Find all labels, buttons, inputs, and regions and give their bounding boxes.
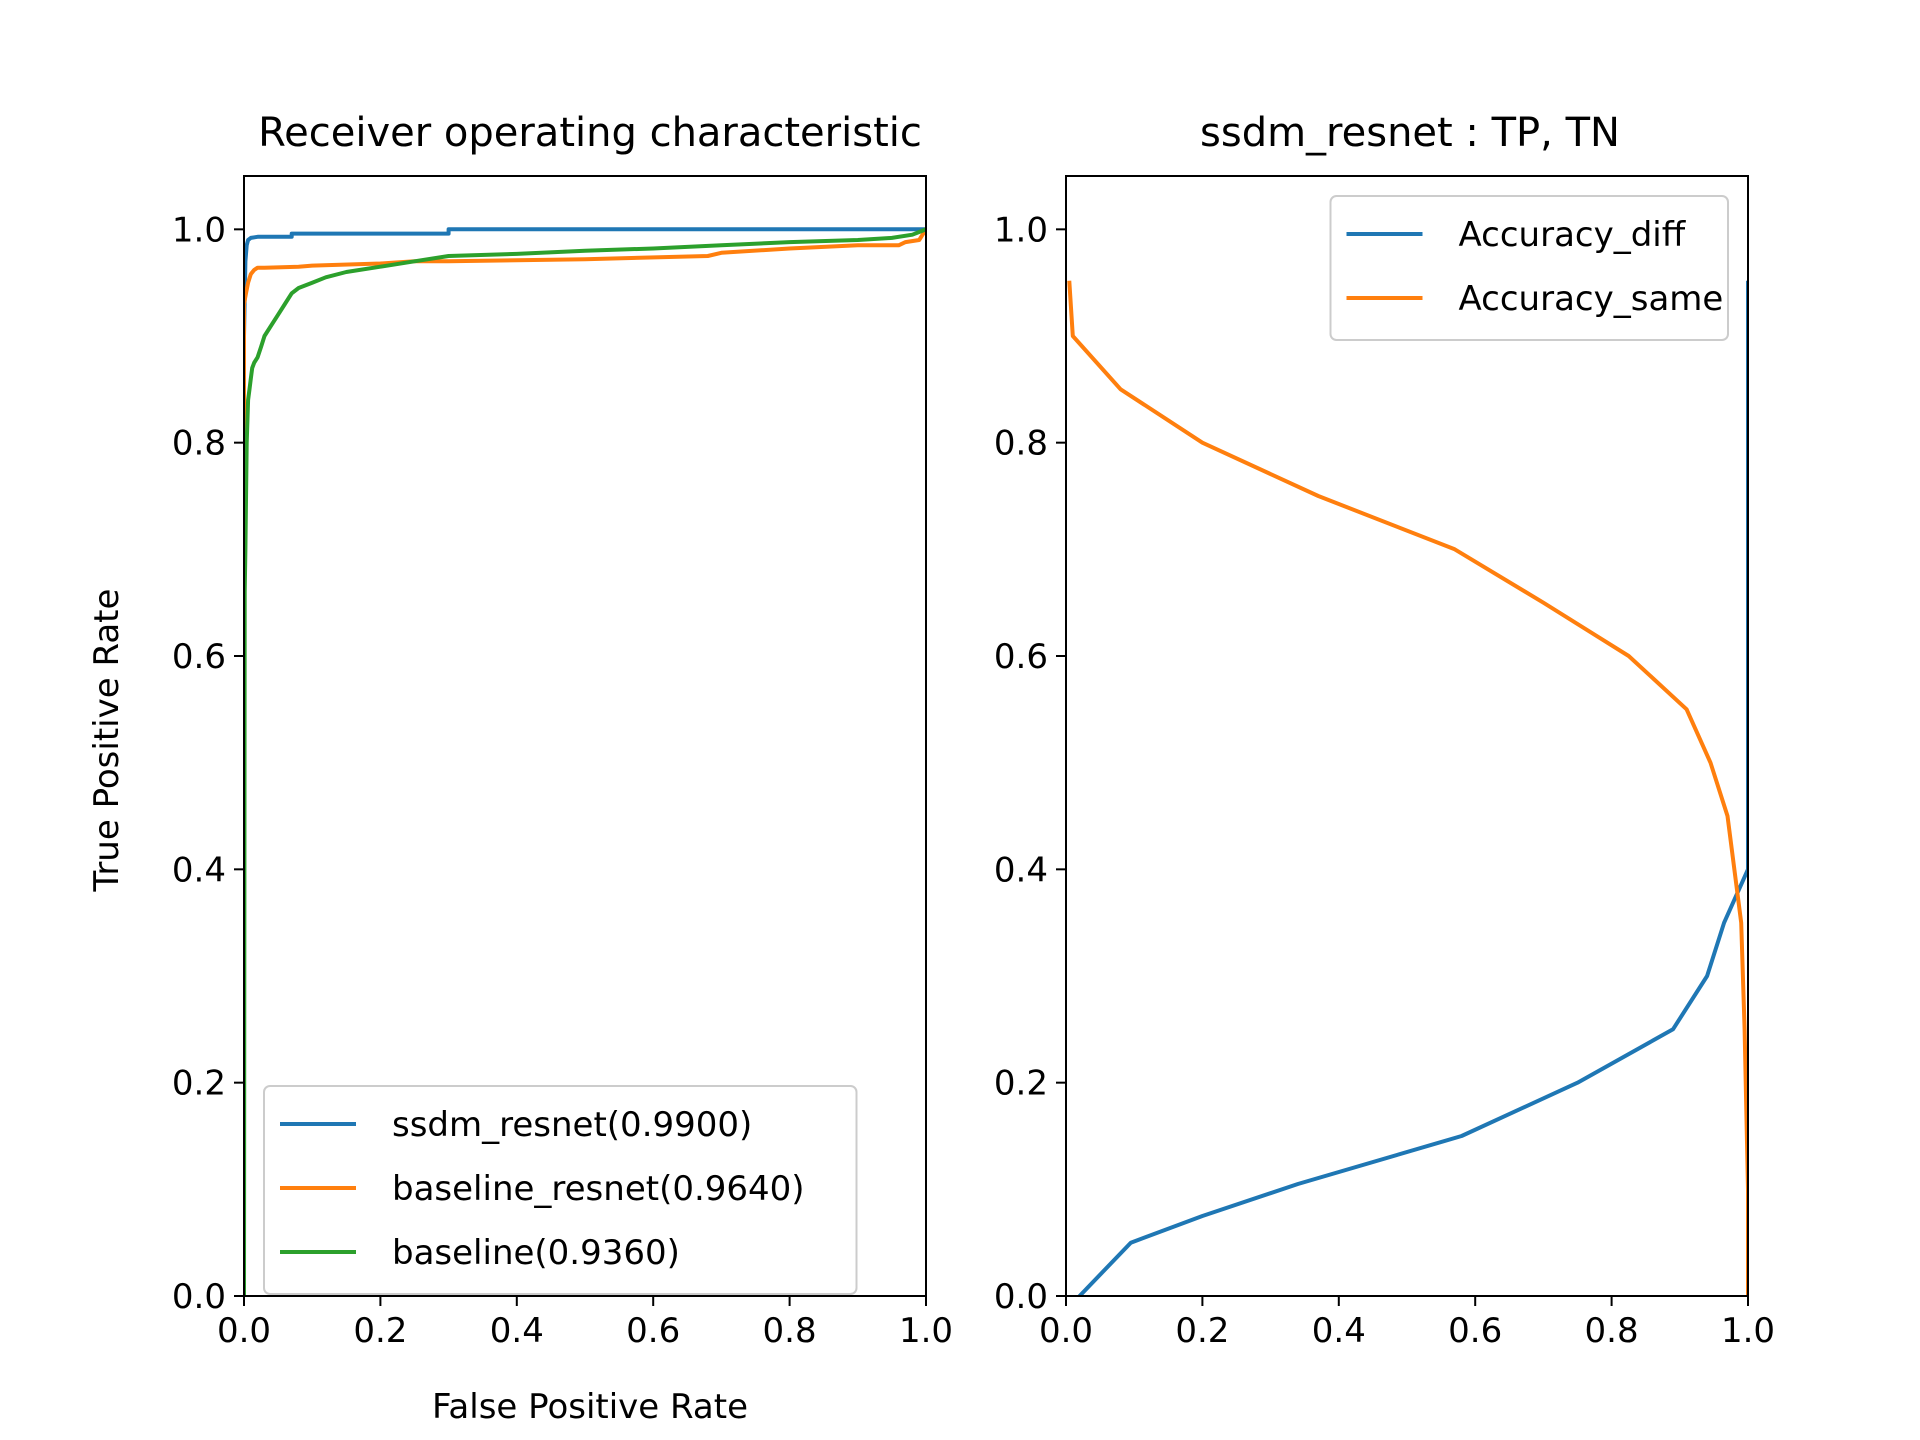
accuracy-series-line-1 (1076, 280, 1748, 1296)
accuracy-series-layer (1067, 280, 1748, 1296)
roc-legend: ssdm_resnet(0.9900) baseline_resnet(0.964… (263, 1085, 858, 1295)
accuracy-y-tick-label: 0.2 (994, 1064, 1048, 1104)
accuracy-x-tick-label: 0.2 (1175, 1311, 1229, 1351)
roc-x-tick-label: 0.6 (626, 1311, 680, 1351)
roc-x-tick-label: 0.8 (763, 1311, 817, 1351)
accuracy-y-tick-label: 0.8 (994, 424, 1048, 464)
accuracy-axes-frame (1065, 175, 1749, 1297)
roc-y-tick-label: 0.2 (172, 1064, 226, 1104)
accuracy-ticks-layer: 0.0 0.2 0.4 0.6 0.8 1.0 0.0 0.2 0.4 0.6 0.8 1.0 (994, 210, 1775, 1351)
roc-x-axis-label: False Positive Rate (432, 1387, 748, 1427)
accuracy-title: ssdm_resnet : TP, TN (1200, 110, 1620, 156)
accuracy-x-tick-label: 0.8 (1585, 1311, 1639, 1351)
roc-x-tick-label: 0.2 (353, 1311, 407, 1351)
roc-y-tick-label: 0.6 (172, 637, 226, 677)
roc-x-tick-label: 1.0 (899, 1311, 953, 1351)
accuracy-y-tick-label: 0.0 (994, 1277, 1048, 1317)
accuracy-y-tick-label: 0.4 (994, 850, 1048, 890)
roc-y-tick-label: 0.8 (172, 424, 226, 464)
roc-axes-frame (243, 175, 927, 1297)
roc-x-tick-label: 0.4 (490, 1311, 544, 1351)
roc-panel: Receiver operating characteristic 0.0 0.2… (87, 110, 953, 1427)
accuracy-x-tick-label: 0.4 (1312, 1311, 1366, 1351)
accuracy-x-tick-label: 0.0 (1039, 1311, 1093, 1351)
roc-title: Receiver operating characteristic (258, 110, 922, 156)
roc-y-tick-label: 0.4 (172, 850, 226, 890)
roc-series-line-3 (244, 227, 926, 1296)
accuracy-x-tick-label: 0.6 (1448, 1311, 1502, 1351)
accuracy-panel: ssdm_resnet : TP, TN 0.0 0.2 0.4 0.6 0.8 1.00… (994, 110, 1775, 1351)
roc-series-line-1 (244, 227, 926, 1296)
roc-series-layer (244, 226, 926, 1296)
roc-legend-box (263, 1085, 858, 1295)
roc-legend-label-1: ssdm_resnet(0.9900) (392, 1105, 752, 1145)
roc-legend-label-3: baseline(0.9360) (392, 1233, 680, 1273)
roc-y-tick-label: 0.0 (172, 1277, 226, 1317)
accuracy-y-tick-label: 0.6 (994, 637, 1048, 677)
roc-legend-label-2: baseline_resnet(0.9640) (392, 1169, 805, 1209)
accuracy-legend: Accuracy_diff Accuracy_same (1329, 195, 1729, 341)
roc-y-axis-label: True Positive Rate (87, 589, 127, 893)
accuracy-series-line-2 (1067, 280, 1748, 1296)
roc-ticks-layer: 0.0 0.2 0.4 0.6 0.8 1.0 0.0 0.2 0.4 0.6 0.8 1.0 (172, 210, 953, 1351)
roc-x-tick-label: 0.0 (217, 1311, 271, 1351)
accuracy-x-tick-label: 1.0 (1721, 1311, 1775, 1351)
accuracy-legend-box (1329, 195, 1729, 341)
roc-y-tick-label: 1.0 (172, 210, 226, 250)
accuracy-legend-label-1: Accuracy_diff (1459, 215, 1687, 255)
accuracy-y-tick-label: 1.0 (994, 210, 1048, 250)
accuracy-legend-label-2: Accuracy_same (1459, 279, 1724, 319)
